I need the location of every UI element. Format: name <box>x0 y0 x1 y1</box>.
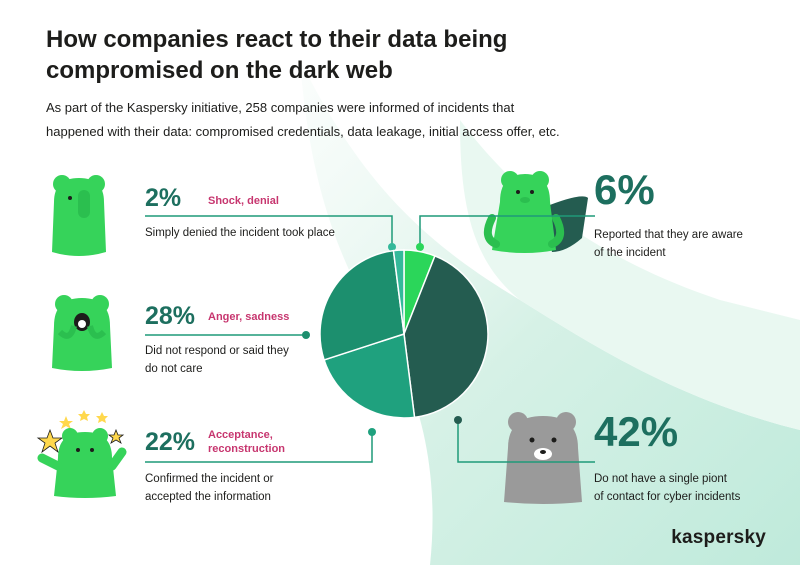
anger-label: Anger, sadness <box>208 311 290 323</box>
bear-aware-icon <box>483 171 588 253</box>
kaspersky-logo: kaspersky <box>671 527 766 548</box>
reaction-pie-chart <box>319 249 489 419</box>
acceptance-description-line-1: Confirmed the incident or <box>145 473 274 485</box>
subtitle-line-1: As part of the Kaspersky initiative, 258… <box>46 100 515 115</box>
shock-percent: 2% <box>145 184 182 212</box>
line-shock <box>145 215 393 247</box>
pie-slice-acceptance <box>323 333 416 419</box>
no-contact-description-line-1: Do not have a single piont <box>594 473 727 485</box>
no-contact-description-line-2: of contact for cyber incidents <box>594 491 741 503</box>
pie-slice-no-contact <box>403 254 489 419</box>
title-line-2: compromised on the dark web <box>46 57 393 84</box>
acceptance-description: Confirmed the incident or accepted the i… <box>145 470 273 506</box>
bear-anger-icon <box>52 295 112 371</box>
page-title: How companies react to their data being … <box>46 24 646 86</box>
line-acceptance <box>145 432 373 463</box>
anger-description-line-2: do not care <box>145 363 203 375</box>
dot-aware <box>416 243 424 251</box>
pie-slice-anger <box>319 249 405 361</box>
bear-no-contact-icon <box>504 412 582 504</box>
acceptance-description-line-2: accepted the information <box>145 491 271 503</box>
no-contact-description: Do not have a single piont of contact fo… <box>594 470 740 506</box>
acceptance-percent: 22% <box>145 428 196 456</box>
line-no-contact <box>457 420 595 463</box>
bear-acceptance-icon <box>36 410 127 498</box>
no-contact-percent: 42% <box>594 408 679 455</box>
anger-description-line-1: Did not respond or said they <box>145 345 289 357</box>
page-subtitle: As part of the Kaspersky initiative, 258… <box>46 96 686 144</box>
anger-description: Did not respond or said they do not care <box>145 342 289 378</box>
shock-label: Shock, denial <box>208 195 279 207</box>
acceptance-label-line-2: reconstruction <box>208 443 286 455</box>
line-aware <box>419 215 595 247</box>
aware-percent: 6% <box>594 166 655 213</box>
acceptance-label-line-1: Acceptance, <box>208 429 273 441</box>
dot-no-contact <box>454 416 462 424</box>
aware-description: Reported that they are aware of the inci… <box>594 226 743 262</box>
bear-shock-icon <box>52 175 106 256</box>
aware-description-line-1: Reported that they are aware <box>594 229 743 241</box>
subtitle-line-2: happened with their data: compromised cr… <box>46 124 560 139</box>
pie-slice-shock <box>392 249 405 335</box>
dot-acceptance <box>368 428 376 436</box>
shock-description: Simply denied the incident took place <box>145 227 335 239</box>
dot-anger <box>302 331 310 339</box>
anger-percent: 28% <box>145 302 196 330</box>
dot-shock <box>388 243 396 251</box>
title-line-1: How companies react to their data being <box>46 26 508 53</box>
acceptance-label: Acceptance, reconstruction <box>208 428 285 456</box>
aware-description-line-2: of the incident <box>594 247 666 259</box>
